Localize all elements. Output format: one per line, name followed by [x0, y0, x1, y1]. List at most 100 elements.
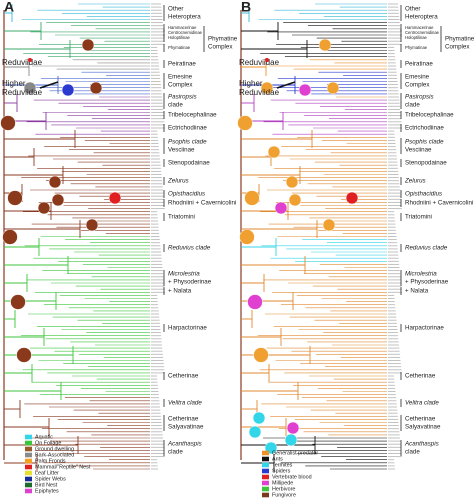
ancestral-pie [267, 145, 281, 159]
clade-label: Microlestria [168, 271, 200, 278]
clade-label: Triatomini [405, 214, 432, 221]
side-label: Higher [239, 79, 263, 88]
legend-swatch [25, 464, 32, 470]
clade-label: Rhodniini + Cavernicolini [168, 200, 236, 207]
legend-label: Ground dwelling [35, 446, 74, 452]
clade-label: Vesciinae [405, 147, 432, 154]
legend-swatch [25, 452, 32, 458]
ancestral-pie [274, 201, 288, 215]
clade-label: Acanthaspis [167, 441, 202, 448]
clade-label: Complex [405, 82, 430, 89]
ancestral-pie [0, 115, 16, 131]
legend-label: Spiders [272, 468, 291, 474]
panel-label: A [4, 0, 14, 15]
legend-label: Generalist predator [272, 450, 318, 456]
clade-label: Harpactorinae [168, 325, 207, 332]
clade-label: Other [168, 6, 183, 13]
legend-swatch [262, 456, 269, 462]
ancestral-pie [7, 190, 23, 206]
legend-swatch [25, 446, 32, 452]
clade-label: Tribelocephalinae [405, 112, 454, 119]
legend-label: Spider Webs [35, 476, 66, 482]
clade-label: Salyavatinae [405, 424, 441, 431]
ancestral-pie [285, 175, 299, 189]
clade-label: Zelurus [167, 178, 189, 185]
clade-label: Emesine [168, 74, 193, 81]
legend-swatch [25, 488, 32, 494]
clade-label: Peiratinae [168, 61, 196, 68]
legend-label: Bird Nest [35, 482, 58, 488]
clade-label: Phymatine [445, 36, 474, 43]
clade-label: Phymatine [208, 36, 238, 43]
clade-label: Acanthaspis [404, 441, 439, 448]
side-label: Reduviidae [239, 88, 280, 97]
clade-label: Triatomini [168, 214, 195, 221]
ancestral-pie [108, 191, 122, 205]
clade-label: Peiratinae [405, 61, 433, 68]
legend-swatch [25, 476, 32, 482]
clade-label: Velitra clade [168, 400, 202, 407]
ancestral-pie [239, 229, 255, 245]
legend-label: Millipede [272, 480, 293, 486]
ancestral-pie [89, 81, 103, 95]
clade-label: clade [405, 102, 420, 109]
arrow [276, 81, 296, 89]
clade-label: Holoptilinae [405, 35, 428, 40]
clade-label: + Physoderinae [405, 279, 449, 286]
legend-label: Vertebrate blood [272, 474, 312, 480]
clade-label: + Physoderinae [168, 279, 212, 286]
ancestral-pie [253, 347, 269, 363]
panel-label: B [241, 0, 251, 15]
node-marker [28, 58, 32, 62]
ancestral-pie [244, 190, 260, 206]
ancestral-pie [284, 433, 298, 447]
clade-label: Tribelocephalinae [168, 112, 217, 119]
legend-swatch [25, 470, 32, 476]
ancestral-pie [252, 411, 266, 425]
ancestral-pie [326, 81, 340, 95]
legend-label: Ants [272, 456, 283, 462]
legend-label: Palm Fronds [35, 458, 66, 464]
legend-label: Epiphytes [35, 488, 59, 494]
legend-label: Termites [272, 462, 293, 468]
clade-label: Psophis clade [168, 139, 207, 146]
clade-label: + Nalata [168, 288, 192, 295]
ancestral-pie [51, 193, 65, 207]
legend-label: Fungivore [272, 492, 296, 498]
ancestral-pie [37, 201, 51, 215]
legend-swatch [262, 474, 269, 480]
ancestral-pie [2, 229, 18, 245]
clade-label: Complex [445, 44, 470, 51]
side-label: Reduviidae [2, 88, 43, 97]
clade-label: Complex [168, 82, 193, 89]
ancestral-pie [23, 81, 37, 95]
clade-label: Cetherinae [168, 373, 199, 380]
ancestral-pie [298, 83, 312, 97]
legend-swatch [262, 462, 269, 468]
clade-label: + Nalata [405, 288, 429, 295]
arrow [39, 81, 59, 89]
legend-swatch [262, 468, 269, 474]
clade-label: Cetherinae [405, 416, 436, 423]
legend-label: Herbivore [272, 486, 295, 492]
clade-label: Vesciinae [168, 147, 195, 154]
legend-label: On Foliage [35, 440, 61, 446]
ancestral-pie [288, 193, 302, 207]
clade-label: Psophis clade [405, 139, 444, 146]
clade-label: Opisthacidius [405, 191, 442, 198]
clade-label: Emesine [405, 74, 430, 81]
legend-swatch [262, 486, 269, 492]
clade-label: clade [405, 449, 420, 456]
clade-label: Reduvius clade [168, 245, 211, 252]
clade-label: Cetherinae [405, 373, 436, 380]
ancestral-pie [81, 38, 95, 52]
clade-label: Ectrichodiinae [405, 125, 444, 132]
clade-label: Heteroptera [405, 14, 438, 21]
clade-label: Harpactorinae [405, 325, 444, 332]
ancestral-pie [16, 347, 32, 363]
clade-label: Other [405, 6, 420, 13]
clade-label: Heteroptera [168, 14, 201, 21]
